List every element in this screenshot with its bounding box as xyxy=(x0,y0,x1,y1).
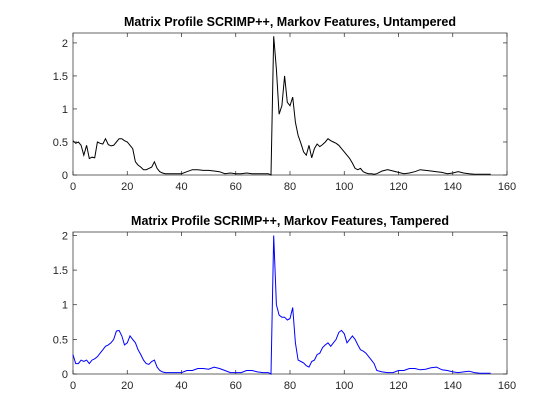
y-tick-label-tampered: 2 xyxy=(62,230,68,242)
x-tick-label-tampered: 160 xyxy=(498,380,516,392)
y-tick-label-untampered: 1.5 xyxy=(53,71,68,83)
ticks-untampered: 0 20 40 60 80 100 120 140 160 0 0.5 1 1.5 2 xyxy=(53,33,516,193)
x-tick-label-tampered: 140 xyxy=(444,380,462,392)
x-tick-label-untampered: 80 xyxy=(284,181,296,193)
chart-title-tampered: Matrix Profile SCRIMP++, Markov Features… xyxy=(131,214,449,228)
chart-title-untampered: Matrix Profile SCRIMP++, Markov Features… xyxy=(124,15,456,29)
x-tick-label-tampered: 60 xyxy=(230,380,242,392)
axes-tampered: Matrix Profile SCRIMP++, Markov Features… xyxy=(53,214,516,392)
series-line-tampered xyxy=(72,235,491,375)
x-tick-label-tampered: 80 xyxy=(284,380,296,392)
x-tick-label-untampered: 60 xyxy=(230,181,242,193)
y-tick-label-untampered: 2 xyxy=(62,38,68,50)
x-tick-label-untampered: 0 xyxy=(70,181,76,193)
x-tick-label-tampered: 40 xyxy=(175,380,187,392)
axes-untampered: Matrix Profile SCRIMP++, Markov Features… xyxy=(53,15,516,193)
y-tick-label-tampered: 0 xyxy=(62,369,68,381)
x-tick-label-untampered: 160 xyxy=(498,181,516,193)
series-line-untampered xyxy=(72,36,491,176)
x-tick-label-tampered: 20 xyxy=(121,380,133,392)
x-tick-label-untampered: 100 xyxy=(335,181,353,193)
y-tick-label-untampered: 0.5 xyxy=(53,137,68,149)
y-tick-label-tampered: 1 xyxy=(62,300,68,312)
y-tick-label-untampered: 1 xyxy=(62,104,68,116)
x-tick-label-untampered: 40 xyxy=(175,181,187,193)
x-tick-label-untampered: 120 xyxy=(389,181,407,193)
x-tick-label-tampered: 100 xyxy=(335,380,353,392)
ticks-tampered: 0 20 40 60 80 100 120 140 160 0 0.5 1 1.5 2 xyxy=(53,230,516,392)
x-tick-label-tampered: 120 xyxy=(389,380,407,392)
x-tick-label-untampered: 20 xyxy=(121,181,133,193)
y-tick-label-untampered: 0 xyxy=(62,170,68,182)
y-tick-label-tampered: 0.5 xyxy=(53,334,68,346)
y-tick-label-tampered: 1.5 xyxy=(53,265,68,277)
x-tick-label-tampered: 0 xyxy=(70,380,76,392)
x-tick-label-untampered: 140 xyxy=(444,181,462,193)
